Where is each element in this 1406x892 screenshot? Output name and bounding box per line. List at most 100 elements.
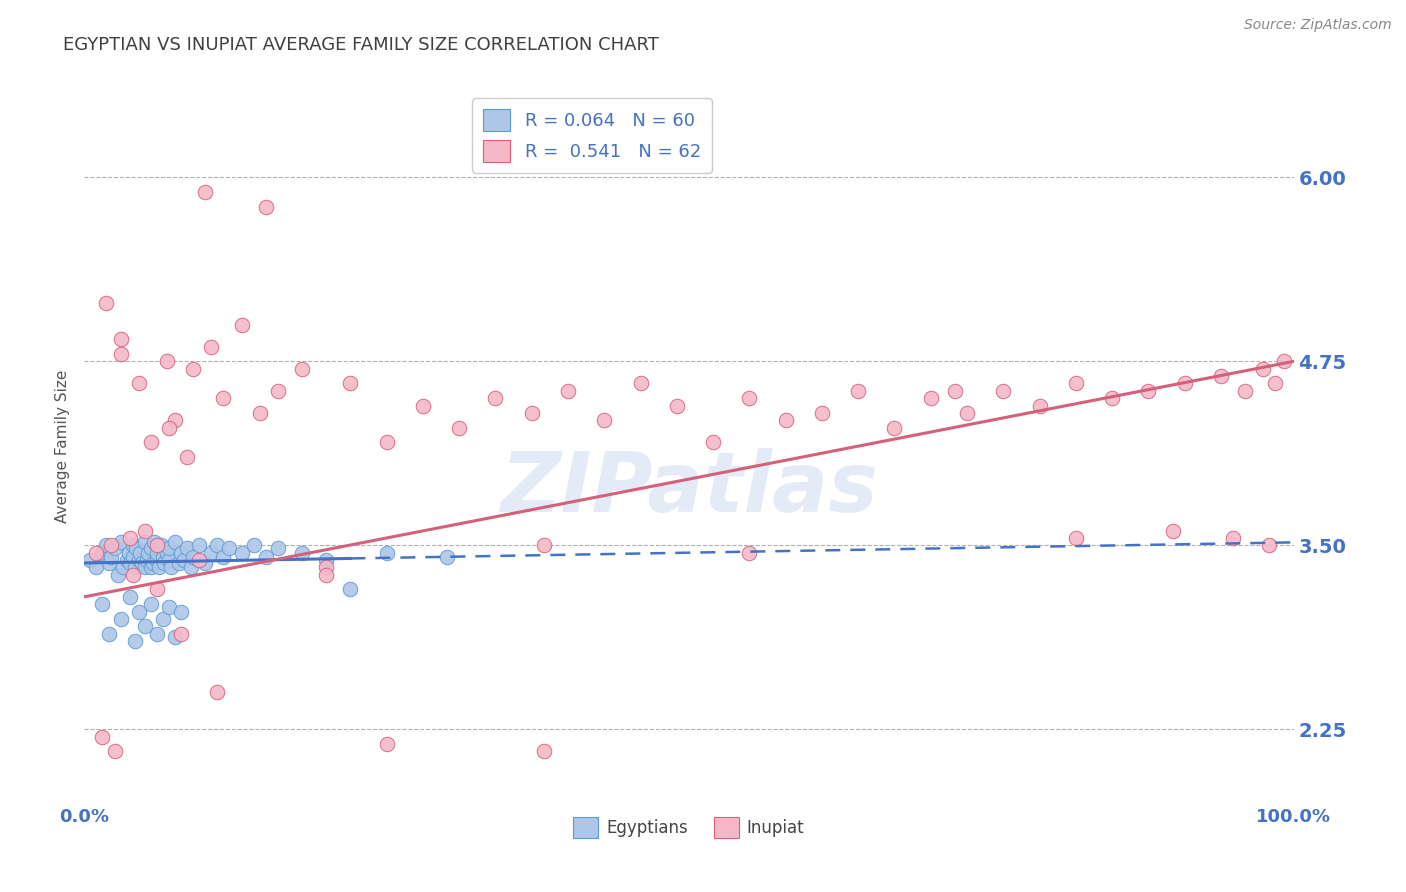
Point xyxy=(1064,376,1087,391)
Point xyxy=(146,626,169,640)
Point xyxy=(249,406,271,420)
Point xyxy=(139,560,162,574)
Point xyxy=(557,384,579,398)
Point xyxy=(170,626,193,640)
Point xyxy=(152,550,174,565)
Point xyxy=(375,435,398,450)
Point xyxy=(375,737,398,751)
Point xyxy=(110,332,132,346)
Point xyxy=(1064,531,1087,545)
Point xyxy=(375,546,398,560)
Point xyxy=(630,376,652,391)
Point xyxy=(738,546,761,560)
Point xyxy=(180,560,202,574)
Point xyxy=(315,560,337,574)
Point xyxy=(139,541,162,556)
Point xyxy=(593,413,616,427)
Point xyxy=(291,361,314,376)
Point xyxy=(1174,376,1197,391)
Point xyxy=(176,541,198,556)
Point xyxy=(165,630,187,644)
Point xyxy=(194,556,217,570)
Point xyxy=(665,399,688,413)
Point xyxy=(120,590,142,604)
Point xyxy=(100,538,122,552)
Point xyxy=(152,612,174,626)
Point xyxy=(104,541,127,556)
Point xyxy=(188,553,211,567)
Point xyxy=(86,560,108,574)
Point xyxy=(100,550,122,565)
Point xyxy=(91,597,114,611)
Point xyxy=(702,435,724,450)
Point xyxy=(146,546,169,560)
Point xyxy=(1264,376,1286,391)
Point xyxy=(134,619,156,633)
Point xyxy=(121,567,143,582)
Point xyxy=(149,538,172,552)
Point xyxy=(134,560,156,574)
Point xyxy=(94,295,117,310)
Point xyxy=(104,744,127,758)
Point xyxy=(291,546,314,560)
Point xyxy=(956,406,979,420)
Point xyxy=(267,384,290,398)
Point xyxy=(118,546,141,560)
Point xyxy=(1028,399,1050,413)
Point xyxy=(157,600,180,615)
Text: EGYPTIAN VS INUPIAT AVERAGE FAMILY SIZE CORRELATION CHART: EGYPTIAN VS INUPIAT AVERAGE FAMILY SIZE … xyxy=(63,36,659,54)
Point xyxy=(533,538,555,552)
Point xyxy=(1258,538,1281,552)
Point xyxy=(412,399,434,413)
Point xyxy=(315,553,337,567)
Point xyxy=(110,612,132,626)
Point xyxy=(188,538,211,552)
Point xyxy=(157,541,180,556)
Point xyxy=(165,413,187,427)
Point xyxy=(775,413,797,427)
Point xyxy=(157,420,180,434)
Point xyxy=(139,597,162,611)
Legend: Egyptians, Inupiat: Egyptians, Inupiat xyxy=(567,811,811,845)
Point xyxy=(1209,369,1232,384)
Point xyxy=(181,550,204,565)
Point xyxy=(315,567,337,582)
Point xyxy=(449,420,471,434)
Point xyxy=(148,560,170,574)
Point xyxy=(207,538,229,552)
Point xyxy=(254,200,277,214)
Point xyxy=(267,541,290,556)
Point xyxy=(146,538,169,552)
Point xyxy=(173,553,195,567)
Point xyxy=(121,538,143,552)
Point xyxy=(134,535,156,549)
Point xyxy=(97,626,120,640)
Point xyxy=(254,550,277,565)
Point xyxy=(138,546,160,560)
Point xyxy=(212,550,235,565)
Point xyxy=(146,582,169,597)
Point xyxy=(167,556,190,570)
Point xyxy=(520,406,543,420)
Point xyxy=(139,435,162,450)
Point xyxy=(1234,384,1257,398)
Point xyxy=(993,384,1015,398)
Point xyxy=(194,185,217,199)
Point xyxy=(846,384,869,398)
Point xyxy=(484,391,506,405)
Point xyxy=(207,685,229,699)
Point xyxy=(218,541,240,556)
Point xyxy=(134,524,156,538)
Point xyxy=(738,391,761,405)
Point xyxy=(943,384,966,398)
Point xyxy=(94,538,117,552)
Point xyxy=(811,406,834,420)
Point xyxy=(120,531,142,545)
Text: ZIPatlas: ZIPatlas xyxy=(501,449,877,529)
Point xyxy=(124,634,146,648)
Point xyxy=(136,553,159,567)
Point xyxy=(212,391,235,405)
Point xyxy=(142,556,165,570)
Point xyxy=(155,354,177,368)
Point xyxy=(200,546,222,560)
